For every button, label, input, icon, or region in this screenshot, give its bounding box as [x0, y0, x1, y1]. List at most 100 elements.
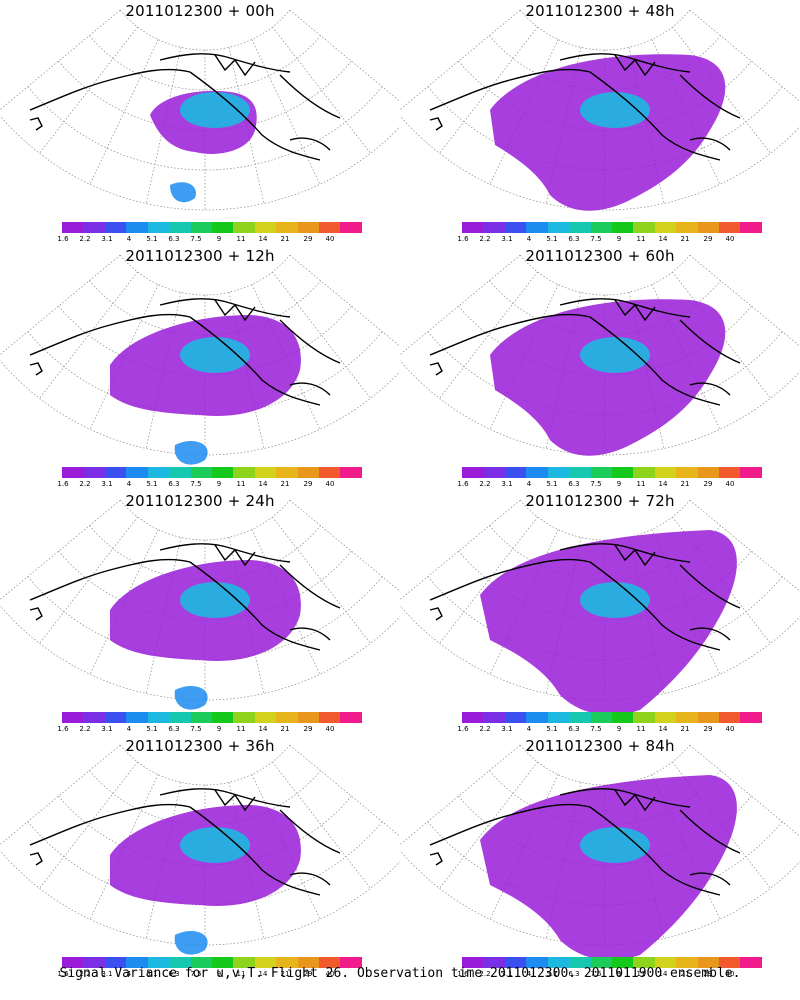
colorbar-swatch — [547, 957, 570, 968]
colorbar-swatch — [190, 467, 212, 478]
meridian-line — [489, 284, 559, 430]
coastline-segment — [429, 803, 591, 846]
colorbar-swatch — [211, 467, 234, 478]
colorbar-swatch — [319, 712, 341, 723]
colorbar-tick-label: 2.2 — [479, 480, 491, 488]
map-plot — [400, 744, 800, 960]
meridian-line — [272, 516, 371, 644]
colorbar-swatch — [126, 222, 148, 233]
colorbar-tick-label: 40 — [725, 480, 735, 488]
colorbar-tick-label: 1.6 — [57, 480, 69, 488]
colorbar-tick-label: 29 — [303, 725, 313, 733]
coastline-segment — [279, 74, 341, 119]
colorbar-swatch — [62, 957, 84, 968]
variance-region — [170, 182, 196, 203]
colorbar-tick-label: 14 — [658, 970, 668, 978]
map-plot — [0, 499, 400, 710]
map-panel-36h: 2011012300 + 36h 1.6 2.2 3.1 4 5.1 6.3 7.5 9 11 14… — [0, 735, 400, 980]
colorbar-swatch — [169, 712, 191, 723]
coastline-segment — [679, 809, 741, 854]
colorbar-swatch — [719, 467, 741, 478]
meridian-line — [689, 9, 800, 102]
meridian-line — [251, 284, 321, 430]
coastline-segment — [159, 298, 291, 318]
colorbar-swatch — [147, 467, 170, 478]
meridian-line — [251, 529, 321, 675]
panel-title: 2011012300 + 48h — [525, 2, 675, 20]
meridian-line — [272, 761, 371, 889]
colorbar-tick-label: 2.2 — [79, 725, 91, 733]
colorbar-swatch — [483, 467, 505, 478]
colorbar-swatch — [590, 957, 612, 968]
colorbar-tick-label: 1.6 — [457, 970, 469, 978]
colorbar-ticks: 1.6 2.2 3.1 4 5.1 6.3 7.5 9 11 14 21 29 40 — [57, 725, 362, 735]
variance-core — [580, 337, 650, 373]
colorbar-tick-label: 1.6 — [57, 725, 69, 733]
meridian-line — [672, 516, 771, 644]
meridian-line — [489, 774, 559, 920]
colorbar-tick-label: 1.6 — [57, 235, 69, 243]
colorbar-swatch — [62, 712, 84, 723]
variance-core — [580, 92, 650, 128]
coastline-segment — [559, 53, 691, 73]
coastline-segment — [559, 788, 691, 808]
coastline-segment — [689, 382, 731, 396]
colorbar-swatch — [233, 712, 255, 723]
colorbar-swatch — [633, 467, 655, 478]
colorbar-swatch — [740, 712, 762, 723]
coastline-segment — [159, 53, 291, 73]
coastline-segment — [429, 362, 443, 376]
latitude-circle — [400, 605, 800, 701]
meridian-line — [439, 271, 538, 399]
coastline-segment — [559, 298, 691, 318]
colorbar-swatch — [83, 712, 105, 723]
map-panel-00h: 2011012300 + 00h 1.6 2.2 3.1 4 5.1 6.3 7.5 9 11 14… — [0, 0, 400, 245]
coastline-segment — [214, 54, 256, 77]
coastline-segment — [29, 852, 43, 866]
colorbar-tick-label: 5.1 — [546, 970, 558, 978]
variance-field — [110, 315, 301, 465]
coastline-segment — [29, 68, 191, 111]
colorbar-swatch — [504, 222, 527, 233]
meridian-line — [0, 9, 121, 111]
colorbar-swatch — [569, 222, 591, 233]
colorbar-swatch — [233, 957, 255, 968]
colorbar-tick-label: 7.5 — [190, 480, 202, 488]
colorbar-tick-label: 3.1 — [501, 480, 513, 488]
colorbar — [462, 957, 762, 968]
variance-region — [480, 530, 737, 715]
colorbar-swatch — [654, 222, 677, 233]
coastlines — [29, 298, 341, 406]
coastline-segment — [614, 299, 656, 322]
variance-field — [480, 775, 737, 960]
colorbar-swatch — [104, 222, 127, 233]
colorbar — [62, 712, 362, 723]
colorbar-tick-label: 40 — [325, 480, 335, 488]
coastline-segment — [559, 543, 691, 563]
colorbar-swatch — [483, 957, 505, 968]
colorbar-swatch — [104, 467, 127, 478]
colorbar-swatch — [211, 712, 234, 723]
variance-region — [490, 54, 726, 211]
colorbar-swatch — [169, 957, 191, 968]
colorbar-tick-label: 7.5 — [190, 970, 202, 978]
colorbar-swatch — [276, 957, 298, 968]
colorbar-swatch — [254, 222, 277, 233]
colorbar-tick-label: 9 — [216, 235, 222, 243]
colorbar-tick-label: 4 — [526, 970, 532, 978]
colorbar-tick-label: 2.2 — [479, 235, 491, 243]
colorbar-swatch — [740, 222, 762, 233]
colorbar-tick-label: 11 — [236, 970, 246, 978]
colorbar-swatch — [297, 222, 320, 233]
colorbar-tick-label: 9 — [616, 725, 622, 733]
colorbar-tick-label: 21 — [280, 480, 290, 488]
colorbar-swatch — [504, 712, 527, 723]
coastline-segment — [589, 806, 721, 896]
colorbar-swatch — [740, 467, 762, 478]
colorbar-swatch — [319, 467, 341, 478]
coastline-segment — [279, 564, 341, 609]
map-plot — [400, 9, 800, 211]
colorbar-tick-label: 11 — [636, 480, 646, 488]
colorbar-swatch — [569, 467, 591, 478]
variance-core — [580, 827, 650, 863]
